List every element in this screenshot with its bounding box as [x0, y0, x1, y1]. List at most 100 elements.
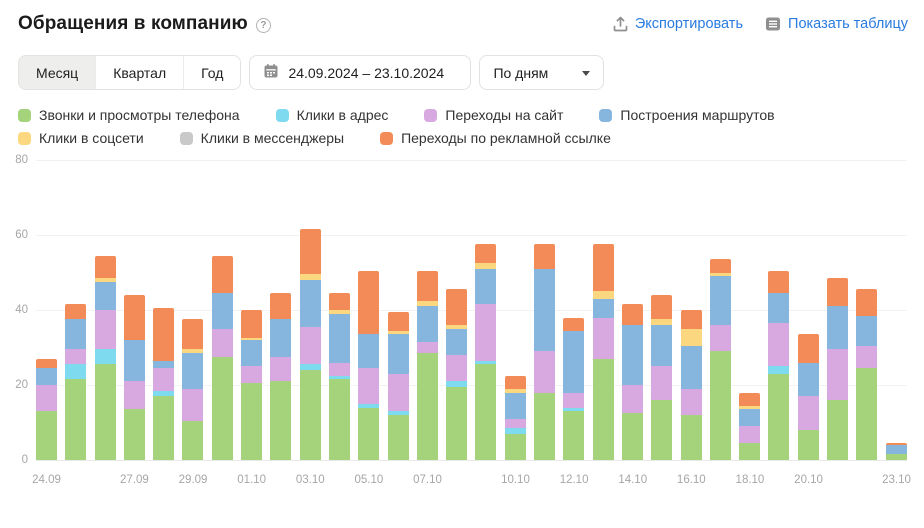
bar-11.10[interactable] [534, 244, 556, 460]
date-range-picker[interactable]: 24.09.2024 – 23.10.2024 [249, 55, 472, 90]
bar-segment [504, 388, 526, 393]
bar-15.10[interactable] [651, 295, 673, 460]
header: Обращения в компанию ? Экспортировать По… [0, 0, 924, 35]
bar-09.10[interactable] [475, 244, 497, 460]
bar-segment [709, 276, 731, 325]
bar-segment [534, 351, 556, 393]
bar-segment [680, 310, 702, 329]
bar-segment [621, 325, 643, 385]
bar-30.09[interactable] [211, 255, 233, 460]
legend-item[interactable]: Переходы по рекламной ссылке [380, 130, 611, 146]
bar-13.10[interactable] [592, 244, 614, 460]
bar-14.10[interactable] [621, 304, 643, 460]
bar-segment [358, 334, 380, 369]
tab-month[interactable]: Месяц [19, 56, 96, 89]
show-table-button[interactable]: Показать таблицу [765, 16, 908, 32]
bar-segment [94, 255, 116, 279]
help-icon[interactable]: ? [255, 17, 271, 33]
bar-29.09[interactable] [182, 319, 204, 460]
bar-segment [182, 420, 204, 460]
bar-28.09[interactable] [153, 308, 175, 460]
bar-08.10[interactable] [446, 289, 468, 460]
legend-item[interactable]: Клики в мессенджеры [179, 130, 344, 146]
bar-06.10[interactable] [387, 311, 409, 460]
bar-segment [592, 244, 614, 292]
controls-bar: Месяц Квартал Год 24.09.2024 – 23.10.202… [0, 35, 924, 90]
period-tab-group: Месяц Квартал Год [18, 55, 242, 90]
bar-segment [123, 340, 145, 382]
tab-year[interactable]: Год [183, 56, 241, 89]
y-axis-tick: 40 [15, 304, 28, 316]
bar-segment [446, 386, 468, 460]
legend-row: Клики в соцсети Клики в мессенджеры Перехо… [18, 130, 924, 146]
bar-26.09[interactable] [94, 255, 116, 460]
bar-segment [211, 328, 233, 357]
bar-25.09[interactable] [65, 304, 87, 460]
bar-segment [739, 409, 761, 427]
legend-item[interactable]: Переходы на сайт [424, 107, 563, 123]
bar-segment [563, 330, 585, 393]
bar-segment [446, 328, 468, 355]
legend-item[interactable]: Клики в адрес [275, 107, 388, 123]
bar-segment [65, 319, 87, 350]
bar-segment [416, 300, 438, 307]
bar-segment [65, 379, 87, 460]
bar-segment [241, 340, 263, 367]
bar-segment [827, 306, 849, 350]
bar-segment [856, 289, 878, 316]
plot-area: 24.09 27.09 29.09 01.10 03.10 05.10 07.10 10.10… [32, 160, 911, 486]
legend-swatch [179, 131, 193, 145]
y-axis-tick: 60 [15, 229, 28, 241]
bar-segment [416, 341, 438, 354]
bar-22.10[interactable] [856, 289, 878, 460]
gridline [36, 160, 907, 161]
bar-07.10[interactable] [416, 270, 438, 460]
bar-23.10[interactable] [885, 443, 907, 460]
granularity-select[interactable]: По дням [479, 55, 605, 90]
bar-segment [856, 345, 878, 369]
bar-segment [123, 381, 145, 410]
x-axis-tick: 03.10 [295, 474, 325, 486]
bar-03.10[interactable] [299, 229, 321, 460]
bar-segment [416, 306, 438, 342]
bar-segment [563, 411, 585, 460]
legend-label: Построения маршрутов [620, 107, 775, 123]
table-icon [765, 16, 781, 32]
bar-segment [182, 353, 204, 389]
export-button[interactable]: Экспортировать [613, 16, 743, 32]
gridline [36, 460, 907, 461]
export-label: Экспортировать [634, 16, 744, 32]
bar-segment [182, 319, 204, 350]
legend-swatch [275, 108, 289, 122]
bar-18.10[interactable] [739, 392, 761, 460]
x-axis-tick: 14.10 [618, 474, 648, 486]
show-table-label: Показать таблицу [788, 16, 908, 32]
bar-01.10[interactable] [241, 310, 263, 460]
chart-legend: Звонки и просмотры телефона Клики в адрес… [0, 90, 924, 146]
bar-segment [621, 413, 643, 460]
legend-item[interactable]: Звонки и просмотры телефона [18, 107, 240, 123]
legend-item[interactable]: Построения маршрутов [599, 107, 775, 123]
bar-segment [358, 368, 380, 404]
tab-quarter[interactable]: Квартал [95, 56, 184, 89]
bar-segment [211, 356, 233, 460]
bar-20.10[interactable] [797, 334, 819, 460]
bar-02.10[interactable] [270, 293, 292, 460]
bar-27.09[interactable] [123, 295, 145, 460]
bar-segment [680, 345, 702, 389]
bar-segment [709, 325, 731, 352]
x-axis-tick: 12.10 [559, 474, 589, 486]
bar-05.10[interactable] [358, 270, 380, 460]
bar-segment [563, 392, 585, 408]
bar-24.09[interactable] [36, 358, 57, 460]
bar-segment [651, 325, 673, 367]
bar-10.10[interactable] [504, 375, 526, 460]
legend-item[interactable]: Клики в соцсети [18, 130, 144, 146]
bar-17.10[interactable] [709, 259, 731, 460]
bar-16.10[interactable] [680, 310, 702, 460]
bar-21.10[interactable] [827, 278, 849, 460]
bar-04.10[interactable] [328, 293, 350, 460]
bar-segment [621, 304, 643, 325]
bar-19.10[interactable] [768, 270, 790, 460]
bar-12.10[interactable] [563, 317, 585, 460]
